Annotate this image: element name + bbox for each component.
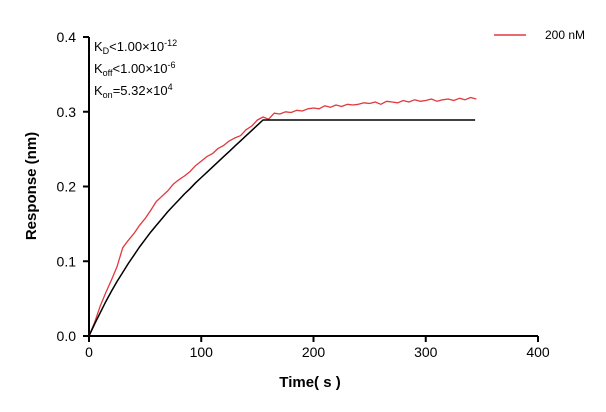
series-layer [88,96,477,337]
y-tick-label: 0.1 [57,253,77,269]
fit-curve [88,119,476,337]
y-tick-label: 0.4 [57,29,77,45]
y-tick-label: 0.2 [57,179,77,195]
x-tick-label: 300 [414,344,438,360]
x-axis-title: Time( s ) [279,374,340,391]
annotation-kd: KD<1.00×10-12 [94,38,178,56]
series-line-200nm [88,96,477,337]
legend: 200 nM [494,28,585,42]
x-tick-label: 400 [526,344,550,360]
annotation-koff: Koff<1.00×10-6 [94,60,176,78]
x-tick-label: 0 [85,344,93,360]
x-tick-label: 200 [302,344,326,360]
y-tick-label: 0.0 [57,328,77,344]
y-axis-title: Response (nm) [23,132,40,240]
axes: 0 100 200 300 400 0.0 0.1 0.2 0.3 0.4 [57,29,550,360]
x-tick-label: 100 [190,344,214,360]
y-tick-label: 0.3 [57,104,77,120]
annotation-kon: Kon=5.32×104 [94,82,173,100]
legend-label: 200 nM [545,28,585,42]
axis-titles: Time( s ) Response (nm) [23,132,341,391]
